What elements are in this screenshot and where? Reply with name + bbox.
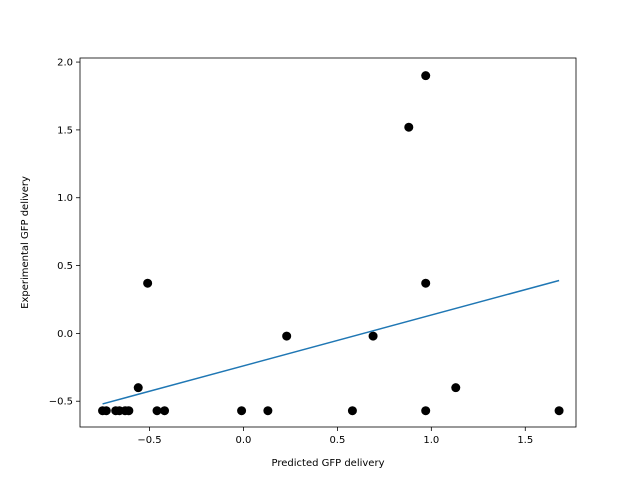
x-axis-label: Predicted GFP delivery — [272, 458, 385, 469]
data-point — [451, 383, 461, 393]
y-tick-label: −0.5 — [49, 397, 73, 408]
x-axis-ticks: −0.5 0.0 0.5 1.0 1.5 — [137, 427, 533, 446]
data-point — [421, 406, 431, 416]
x-tick-label: 0.0 — [236, 435, 252, 446]
y-tick-label: 0.0 — [57, 329, 73, 340]
y-tick-label: 0.5 — [57, 261, 73, 272]
x-tick-label: −0.5 — [137, 435, 161, 446]
data-point — [368, 331, 378, 341]
data-point — [421, 71, 431, 81]
data-point — [347, 406, 357, 416]
data-point — [101, 406, 111, 416]
data-point — [143, 278, 153, 288]
data-point — [282, 331, 292, 341]
data-point — [124, 406, 134, 416]
data-point — [554, 406, 564, 416]
plot-content — [98, 71, 564, 416]
fit-line — [102, 279, 560, 405]
data-point — [237, 406, 247, 416]
data-point — [421, 278, 431, 288]
y-axis-label: Experimental GFP delivery — [20, 176, 31, 309]
y-tick-label: 1.0 — [57, 193, 73, 204]
x-tick-label: 1.5 — [517, 435, 533, 446]
data-point — [152, 406, 162, 416]
y-tick-label: 1.5 — [57, 125, 73, 136]
data-point — [133, 383, 143, 393]
plot-area-frame — [79, 57, 577, 428]
data-point — [263, 406, 273, 416]
y-tick-label: 2.0 — [57, 58, 73, 69]
y-axis-ticks: −0.5 0.0 0.5 1.0 1.5 2.0 — [49, 58, 80, 408]
data-point — [404, 122, 414, 132]
x-tick-label: 0.5 — [329, 435, 345, 446]
data-point — [160, 406, 170, 416]
x-tick-label: 1.0 — [423, 435, 439, 446]
